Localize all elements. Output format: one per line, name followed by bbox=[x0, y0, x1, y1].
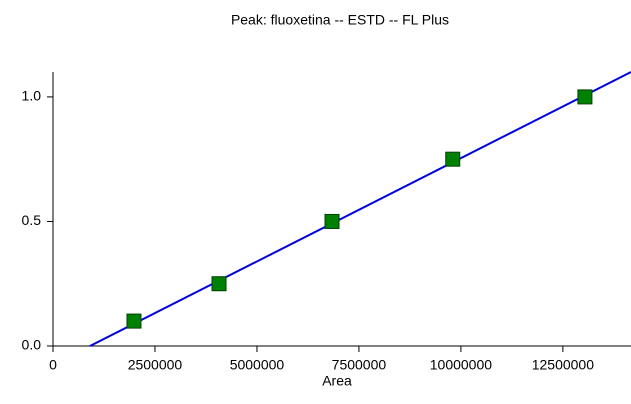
y-tick-label: 0.0 bbox=[22, 337, 42, 353]
y-tick-label: 0.5 bbox=[22, 212, 42, 228]
point bbox=[577, 89, 593, 105]
x-tick-label: 2500000 bbox=[128, 357, 183, 373]
x-tick-label: 12500000 bbox=[532, 357, 595, 373]
point bbox=[324, 213, 340, 229]
x-axis-label: Area bbox=[322, 373, 352, 389]
y-tick-label: 1.0 bbox=[22, 88, 42, 104]
point bbox=[211, 276, 227, 292]
x-tick-label: 7500000 bbox=[332, 357, 387, 373]
fit-line bbox=[89, 71, 631, 347]
chart-title: Peak: fluoxetina -- ESTD -- FL Plus bbox=[231, 12, 449, 28]
x-tick-label: 10000000 bbox=[430, 357, 493, 373]
x-tick-label: 5000000 bbox=[230, 357, 285, 373]
x-tick-label: 0 bbox=[49, 357, 57, 373]
point bbox=[126, 313, 142, 329]
point bbox=[445, 151, 461, 167]
